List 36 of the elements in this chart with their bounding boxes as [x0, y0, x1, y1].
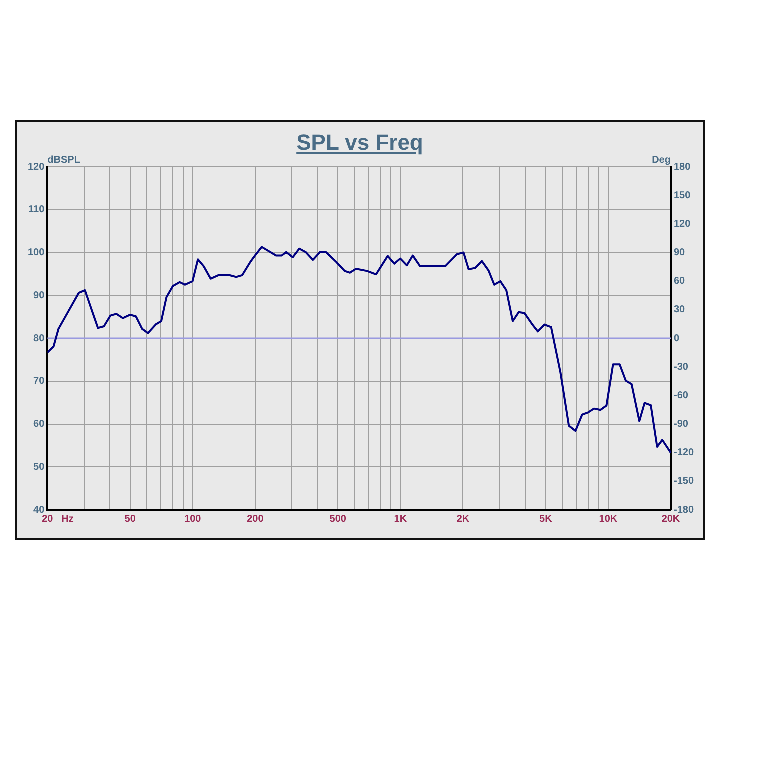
- y-tick-label: 40: [34, 504, 46, 516]
- y2-tick-label: 60: [674, 276, 686, 288]
- y-tick-label: 70: [34, 376, 46, 388]
- y2-tick-label: 180: [674, 162, 692, 173]
- y-tick-label: 120: [28, 162, 46, 173]
- y2-axis-title: Deg: [652, 154, 671, 166]
- y2-tick-label: 90: [674, 248, 686, 258]
- y-tick-label: 110: [28, 204, 46, 216]
- x-tick-label: 50: [124, 514, 136, 525]
- x-tick-label: 5K: [540, 514, 554, 525]
- y-tick-label: 90: [34, 290, 46, 302]
- y-tick-label: 60: [34, 419, 46, 430]
- y-tick-label: 80: [34, 333, 46, 344]
- x-tick-label: 10K: [599, 514, 618, 525]
- x-tick-label: 200: [247, 514, 264, 525]
- y2-tick-label: -150: [674, 476, 694, 488]
- y2-tick-label: 30: [674, 304, 686, 316]
- x-tick-label: 20: [42, 514, 54, 525]
- x-tick-label: 100: [184, 514, 202, 525]
- y2-tick-label: -60: [674, 390, 689, 402]
- x-tick-label: 2K: [456, 514, 470, 525]
- x-tick-label: 500: [330, 514, 347, 525]
- y-axis-title: dBSPL: [48, 154, 80, 166]
- x-tick-label: 20K: [662, 514, 681, 525]
- chart-title: SPL vs Freq: [296, 130, 424, 156]
- y-tick-label: 50: [34, 462, 46, 473]
- y2-tick-label: -180: [674, 504, 694, 516]
- y2-tick-label: -90: [674, 419, 689, 430]
- y2-tick-label: -30: [674, 362, 689, 373]
- y2-tick-label: 120: [674, 218, 692, 230]
- x-axis-title: Hz: [62, 514, 74, 525]
- y-tick-label: 100: [28, 248, 46, 258]
- y2-tick-label: 150: [674, 190, 692, 202]
- x-tick-label: 1K: [394, 514, 408, 525]
- y2-tick-label: 0: [674, 333, 680, 344]
- y2-tick-label: -120: [674, 448, 694, 459]
